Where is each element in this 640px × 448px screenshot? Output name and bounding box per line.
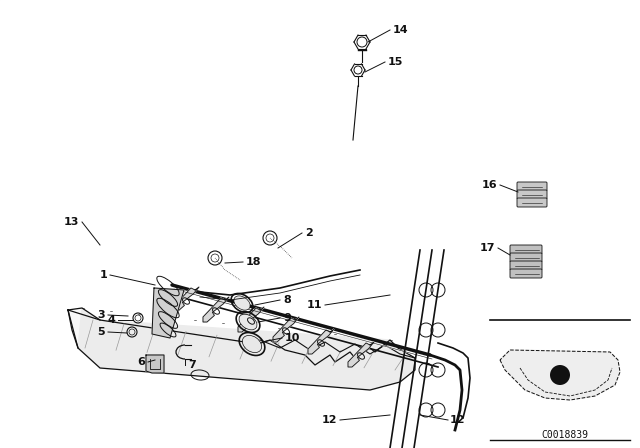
Text: 9: 9 [283, 313, 291, 323]
Ellipse shape [239, 314, 257, 330]
Text: 11: 11 [307, 300, 322, 310]
Text: 8: 8 [283, 295, 291, 305]
FancyBboxPatch shape [510, 261, 542, 270]
Text: 1: 1 [99, 270, 107, 280]
Polygon shape [78, 308, 415, 390]
FancyBboxPatch shape [510, 269, 542, 278]
FancyBboxPatch shape [510, 245, 542, 254]
Polygon shape [500, 350, 620, 400]
Polygon shape [308, 329, 334, 354]
Polygon shape [238, 307, 264, 332]
Text: 5: 5 [97, 327, 105, 337]
Polygon shape [146, 355, 164, 373]
Text: 13: 13 [63, 217, 79, 227]
FancyBboxPatch shape [517, 198, 547, 207]
Polygon shape [173, 287, 199, 312]
Text: 2: 2 [305, 228, 313, 238]
Text: 10: 10 [285, 333, 300, 343]
FancyBboxPatch shape [517, 190, 547, 199]
Text: 18: 18 [246, 257, 262, 267]
FancyBboxPatch shape [510, 253, 542, 262]
Text: C0018839: C0018839 [541, 430, 589, 440]
Polygon shape [203, 297, 229, 322]
Polygon shape [152, 288, 184, 338]
Ellipse shape [234, 296, 250, 310]
Text: 12: 12 [450, 415, 465, 425]
Polygon shape [68, 308, 415, 390]
Text: 15: 15 [388, 57, 403, 67]
FancyBboxPatch shape [517, 182, 547, 191]
Polygon shape [273, 317, 299, 342]
Text: 16: 16 [481, 180, 497, 190]
Text: 17: 17 [479, 243, 495, 253]
Circle shape [550, 365, 570, 385]
Text: 4: 4 [107, 315, 115, 325]
Ellipse shape [243, 336, 262, 353]
Text: 3: 3 [97, 310, 105, 320]
Text: 6: 6 [137, 357, 145, 367]
Polygon shape [348, 342, 374, 367]
Text: 14: 14 [393, 25, 408, 35]
Text: 12: 12 [321, 415, 337, 425]
Text: 7: 7 [188, 360, 196, 370]
